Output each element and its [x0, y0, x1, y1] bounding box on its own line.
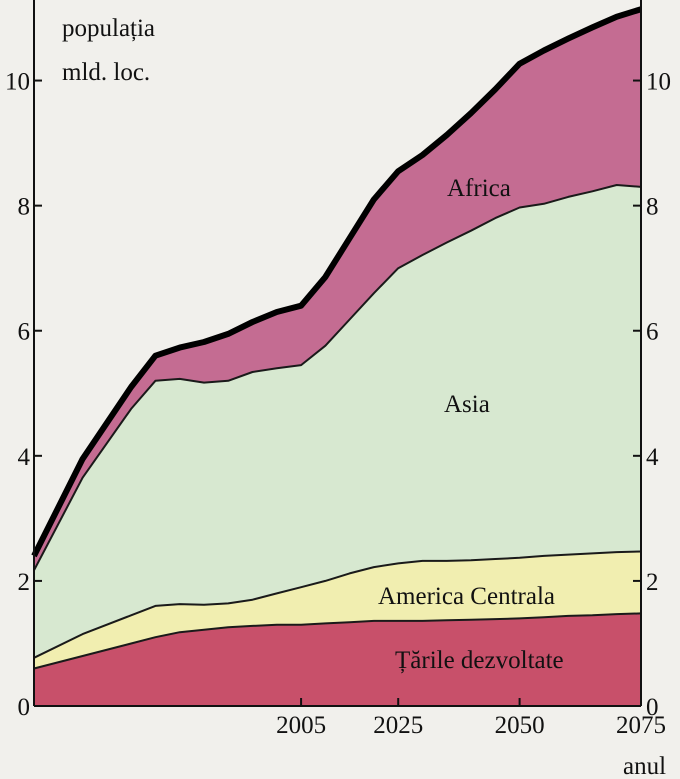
series-line-asia: [33, 184, 642, 571]
series-line-america-centrala: [33, 550, 642, 659]
y-tick-label-left: 4: [18, 444, 31, 471]
label-america-centrala: America Centrala: [378, 583, 555, 610]
y-tick-label-left: 8: [18, 194, 31, 221]
boundary-layer: [31, 6, 642, 670]
area-layer: [34, 9, 641, 706]
tick-layer: 0 0 2 2 4 4 6 6 8 8 10 10 2005 2025 2050 2075: [5, 69, 671, 739]
series-line-t-a-rile-dezvoltate: [33, 612, 642, 670]
y-tick-label-right: 8: [646, 194, 659, 221]
y-tick-label-left: 6: [18, 319, 31, 346]
label-asia: Asia: [444, 391, 490, 418]
area-asia: [34, 185, 641, 658]
x-tick-label: 2050: [495, 712, 545, 739]
axes-layer: [33, 0, 642, 707]
x-tick-label: 2025: [373, 712, 423, 739]
y-tick-label-right: 2: [646, 569, 659, 596]
y-tick-label-left: 2: [18, 569, 31, 596]
series-line-africa: [31, 6, 642, 558]
x-tick-label: 2075: [616, 712, 666, 739]
y-tick-label-right: 0: [646, 694, 659, 721]
y-axis-title-line1: populația: [62, 15, 155, 42]
y-tick-label-left: 0: [18, 694, 31, 721]
y-tick-label-right: 4: [646, 444, 659, 471]
area-america-centrala: [34, 551, 641, 669]
y-axis-title-line2: mld. loc.: [62, 59, 150, 86]
label-tarile-dezvoltate: Țările dezvoltate: [395, 647, 564, 674]
label-africa: Africa: [447, 175, 511, 202]
x-axis-title: anul: [623, 753, 666, 779]
y-tick-label-left: 10: [5, 69, 30, 96]
area-t-a-rile-dezvoltate: [34, 613, 641, 706]
y-tick-label-right: 6: [646, 319, 659, 346]
x-tick-label: 2005: [276, 712, 326, 739]
area-africa: [34, 9, 641, 571]
y-tick-label-right: 10: [646, 69, 671, 96]
